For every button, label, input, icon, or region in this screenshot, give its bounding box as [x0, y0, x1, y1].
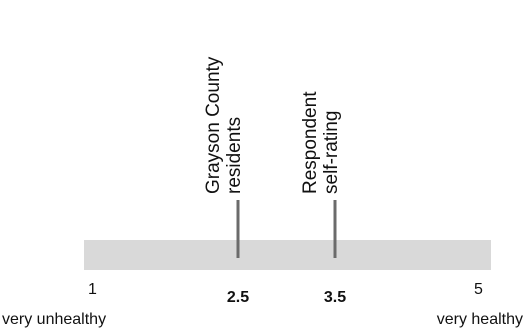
scale-min-label: 1: [88, 281, 97, 298]
marker-label-0: Grayson Countyresidents: [203, 56, 245, 194]
marker-label-line: self-rating: [321, 111, 342, 194]
marker-value-label-1: 3.5: [324, 289, 346, 306]
marker-label-line: residents: [224, 117, 245, 194]
marker-label-1: Respondentself-rating: [300, 91, 342, 194]
marker-label-line: Grayson County: [203, 56, 224, 194]
marker-group: 2.5 Grayson Countyresidents 3.5 Respondents…: [203, 56, 346, 306]
scale-bar: [84, 240, 491, 270]
scale-max-label: 5: [474, 281, 483, 298]
scale-max-description: very healthy: [437, 311, 523, 328]
marker-value-label-0: 2.5: [227, 289, 249, 306]
marker-label-line: Respondent: [300, 91, 321, 194]
scale-min-description: very unhealthy: [2, 311, 106, 328]
